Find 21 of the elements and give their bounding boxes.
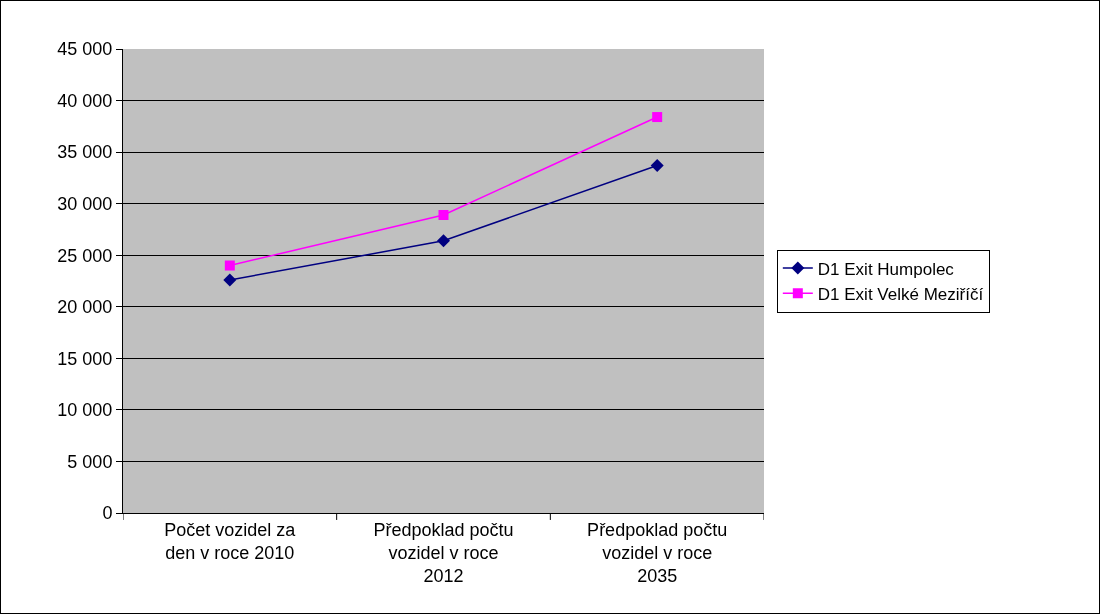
y-tick-label: 25 000 <box>57 245 113 266</box>
point <box>223 273 237 287</box>
y-tick-label: 45 000 <box>57 39 113 60</box>
y-tick-label: 15 000 <box>57 348 113 369</box>
x-tick-label: Předpoklad počtu vozidel v roce 2012 <box>373 519 514 587</box>
x-tick-label: Počet vozidel za den v roce 2010 <box>164 519 297 563</box>
y-tick-label: 40 000 <box>57 90 113 111</box>
y-tick-label: 35 000 <box>57 142 113 163</box>
point <box>224 260 235 271</box>
legend-label: D1 Exit Humpolec <box>817 259 955 279</box>
x-tick-label: Předpoklad počtu vozidel v roce 2035 <box>587 519 728 587</box>
y-tick-label: 20 000 <box>57 297 113 318</box>
y-tick-label: 0 <box>102 503 113 524</box>
y-tick-label: 10 000 <box>57 400 113 421</box>
y-tick-label: 30 000 <box>57 193 113 214</box>
point <box>652 112 663 123</box>
point <box>437 234 450 248</box>
legend-label: D1 Exit Velké Meziříčí <box>817 284 984 304</box>
y-tick-label: 5 000 <box>67 451 113 472</box>
point <box>650 159 664 173</box>
point <box>438 210 449 221</box>
